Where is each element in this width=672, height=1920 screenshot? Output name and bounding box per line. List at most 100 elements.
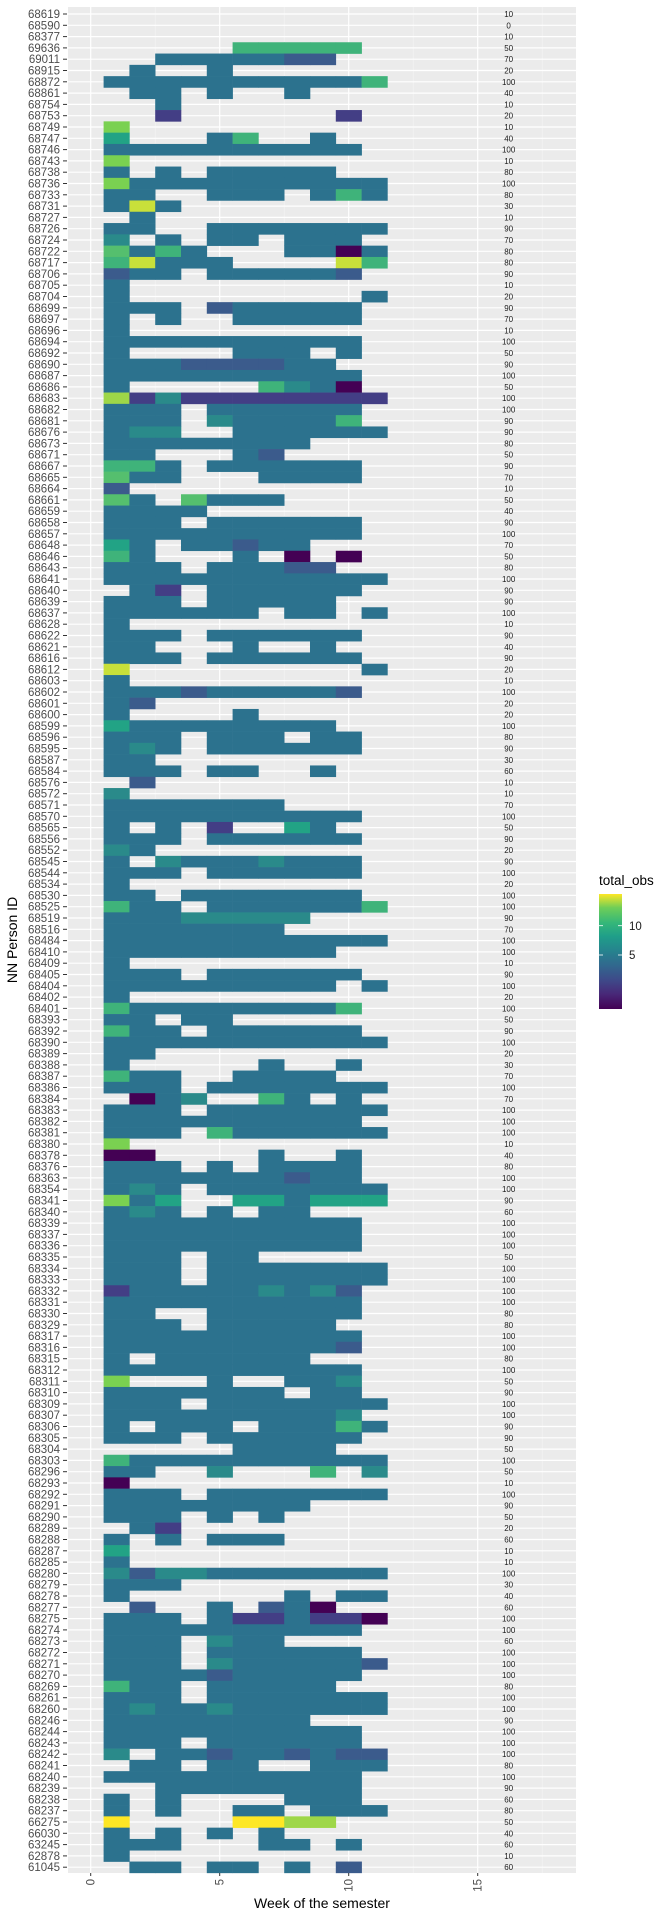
heatmap-cell <box>232 1861 259 1874</box>
heatmap-cell <box>310 1466 337 1478</box>
heatmap-cell <box>335 1420 362 1433</box>
row-percent-label: 10 <box>504 33 513 42</box>
heatmap-cell <box>310 1432 337 1444</box>
heatmap-cell <box>103 991 130 1004</box>
heatmap-cell <box>103 1409 130 1422</box>
heatmap-cell <box>206 584 233 597</box>
row-percent-label: 100 <box>502 1615 516 1624</box>
heatmap-cell <box>284 358 311 371</box>
row-percent-label: 10 <box>504 485 513 494</box>
heatmap-cell <box>310 1273 337 1286</box>
heatmap-cell <box>129 528 156 540</box>
heatmap-cell <box>232 1285 259 1297</box>
heatmap-cell <box>129 1511 156 1523</box>
heatmap-cell <box>103 1838 130 1851</box>
heatmap-cell <box>155 426 182 439</box>
heatmap-cell <box>155 256 182 269</box>
heatmap-cell <box>310 1725 337 1738</box>
heatmap-cell <box>155 1070 182 1083</box>
heatmap-cell <box>155 1115 182 1128</box>
heatmap-cell <box>335 901 362 913</box>
row-percent-label: 10 <box>504 1547 513 1556</box>
heatmap-cell <box>258 1782 285 1795</box>
row-percent-label: 10 <box>504 157 513 166</box>
heatmap-cell <box>310 821 337 834</box>
heatmap-cell <box>103 1273 130 1286</box>
heatmap-cell <box>103 437 130 450</box>
heatmap-cell <box>103 708 130 721</box>
heatmap-cell <box>129 1612 156 1625</box>
y-tick-label: 68595 <box>28 744 60 756</box>
heatmap-cell <box>103 1386 130 1399</box>
heatmap-cell <box>232 358 259 371</box>
heatmap-cell <box>206 1759 233 1772</box>
y-tick-label: 62878 <box>28 1851 60 1863</box>
row-percent-label: 100 <box>502 1084 516 1093</box>
heatmap-cell <box>181 1285 208 1297</box>
heatmap-cell <box>206 595 233 608</box>
heatmap-cell <box>155 1183 182 1196</box>
heatmap-cell <box>258 1115 285 1128</box>
heatmap-cell <box>258 1646 285 1659</box>
heatmap-cell <box>103 403 130 416</box>
row-percent-label: 70 <box>504 541 513 550</box>
heatmap-cell <box>103 754 130 766</box>
y-tick-label: 68287 <box>28 1546 60 1558</box>
y-tick-label: 68692 <box>28 348 60 360</box>
heatmap-cell <box>206 64 233 77</box>
heatmap-cell <box>232 1669 259 1682</box>
heatmap-cell <box>155 1160 182 1173</box>
row-percent-label: 80 <box>504 1355 513 1364</box>
heatmap-cell <box>206 1081 233 1094</box>
heatmap-cell <box>129 336 156 348</box>
heatmap-cell <box>310 584 337 597</box>
heatmap-cell <box>310 143 337 156</box>
heatmap-cell <box>310 166 337 179</box>
heatmap-cell <box>258 189 285 201</box>
heatmap-cell <box>103 1669 130 1682</box>
heatmap-cell <box>103 471 130 484</box>
y-tick-label: 68354 <box>28 1184 61 1196</box>
heatmap-cell <box>258 1409 285 1422</box>
row-percent-label: 20 <box>504 993 513 1002</box>
heatmap-cell <box>258 403 285 416</box>
heatmap-cell <box>335 1725 362 1738</box>
heatmap-cell <box>335 1567 362 1580</box>
heatmap-cell <box>129 437 156 450</box>
heatmap-cell <box>232 1070 259 1083</box>
row-percent-label: 100 <box>502 1219 516 1228</box>
heatmap-cell <box>103 1432 130 1444</box>
heatmap-cell <box>232 403 259 416</box>
row-percent-label: 60 <box>504 1536 513 1545</box>
heatmap-cell <box>232 1714 259 1727</box>
row-percent-label: 70 <box>504 801 513 810</box>
row-percent-label: 50 <box>504 1445 513 1454</box>
y-tick-label: 68673 <box>28 438 60 450</box>
heatmap-cell <box>310 53 337 66</box>
y-tick-label: 68285 <box>28 1557 60 1569</box>
y-tick-label: 68738 <box>28 167 60 179</box>
heatmap-cell <box>335 573 362 585</box>
heatmap-cell <box>232 42 259 54</box>
heatmap-cell <box>206 1036 233 1049</box>
heatmap-cell <box>361 573 388 585</box>
heatmap-cell <box>129 968 156 981</box>
y-tick-label: 68616 <box>28 653 60 665</box>
heatmap-cell <box>103 652 130 665</box>
heatmap-cell <box>129 934 156 947</box>
heatmap-cell <box>129 720 156 732</box>
y-tick-label: 68602 <box>28 687 60 699</box>
heatmap-cell <box>155 1499 182 1512</box>
row-percent-label: 70 <box>504 315 513 324</box>
y-tick-label: 68386 <box>28 1083 60 1095</box>
heatmap-cell <box>258 76 285 88</box>
heatmap-cell <box>206 1319 233 1331</box>
heatmap-cell <box>258 1612 285 1625</box>
y-tick-label: 68587 <box>28 755 60 767</box>
heatmap-cell <box>206 810 233 823</box>
row-percent-label: 100 <box>502 1343 516 1352</box>
heatmap-cell <box>335 1194 362 1207</box>
heatmap-cell <box>284 652 311 665</box>
heatmap-cell <box>155 1522 182 1535</box>
heatmap-cell <box>103 1047 130 1060</box>
